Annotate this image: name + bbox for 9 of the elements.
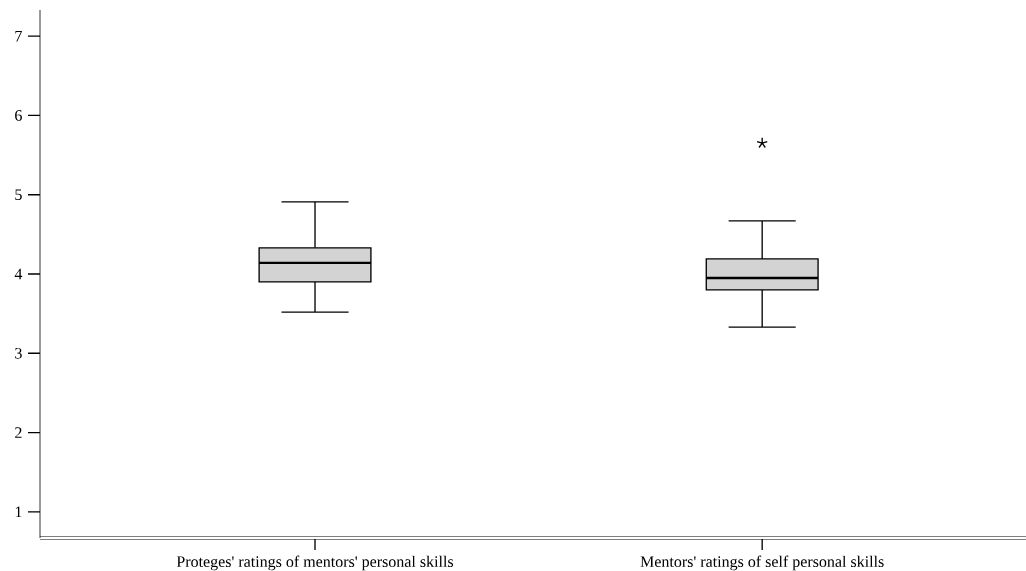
y-tick-label: 6 <box>15 110 22 121</box>
x-tick-label: Mentors' ratings of self personal skills <box>640 555 884 571</box>
y-tick-label: 4 <box>14 268 23 280</box>
y-tick-label: 3 <box>15 347 22 359</box>
y-tick-label: 5 <box>15 189 22 201</box>
y-tick-label: 7 <box>15 30 22 42</box>
x-tick-label: Proteges' ratings of mentors' personal skills <box>176 555 454 571</box>
y-tick-label: 1 <box>15 506 22 518</box>
y-tick-label: 2 <box>15 427 22 438</box>
